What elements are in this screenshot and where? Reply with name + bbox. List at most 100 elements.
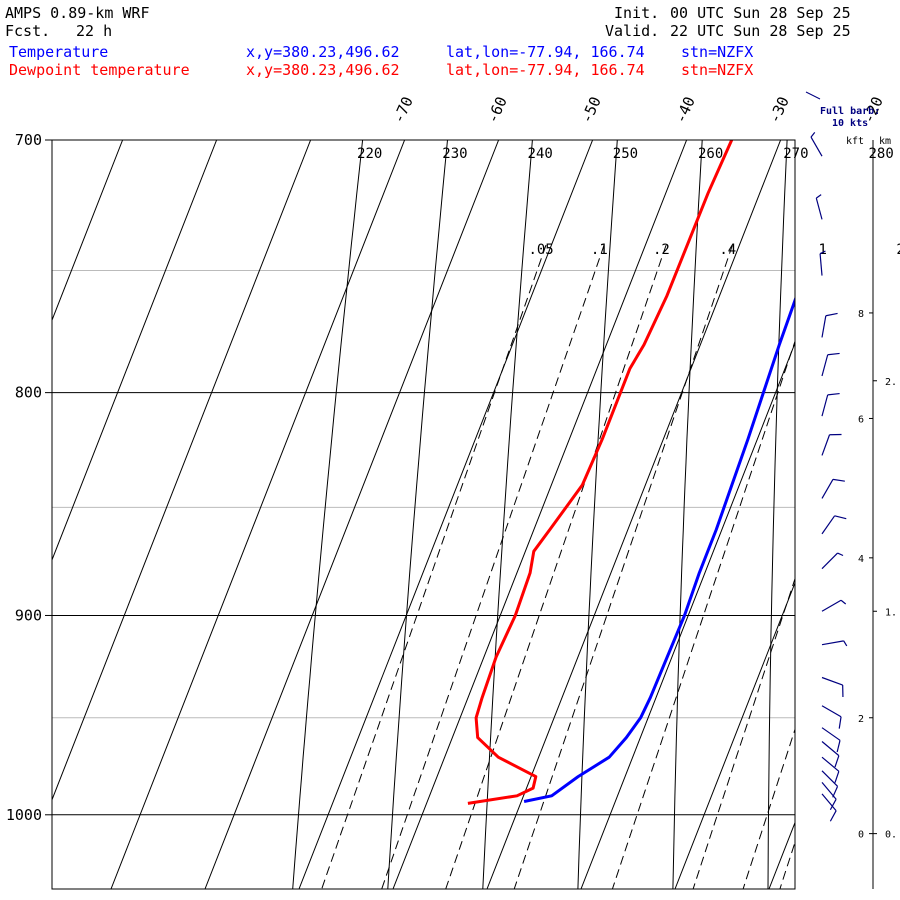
mixing-ratio-line xyxy=(742,727,795,889)
mixing-ratio-lines xyxy=(321,244,900,889)
wind-barb xyxy=(821,433,842,456)
wind-barb-flag xyxy=(838,716,842,729)
kft-tick-label: 8 xyxy=(858,309,864,320)
pressure-tick-label-700: 700 xyxy=(15,131,42,149)
dry-adiabat-line xyxy=(387,140,448,889)
wind-barb-flag xyxy=(829,798,837,811)
mixing-ratio-line xyxy=(321,244,547,889)
wind-legend-barb xyxy=(805,91,821,100)
wind-barb-staff xyxy=(821,434,831,456)
isotherm-line xyxy=(0,140,29,889)
isotherm-line xyxy=(674,581,795,889)
wind-barb-staff xyxy=(821,727,841,741)
wind-barb-flag xyxy=(827,352,840,356)
temperature-station: stn=NZFX xyxy=(681,43,754,61)
wind-barb-flag xyxy=(810,132,816,138)
km-label: km xyxy=(879,136,891,147)
isotherm-line xyxy=(486,140,782,889)
wind-barb xyxy=(821,793,837,822)
init-label: Init. xyxy=(614,4,660,22)
wind-legend-line2: 10 kts xyxy=(832,118,868,129)
wind-barb-flag xyxy=(819,250,826,255)
pressure-tick-label-800: 800 xyxy=(15,384,42,402)
isotherm-label: -50 xyxy=(577,94,604,126)
isotherm-line xyxy=(52,140,312,802)
dry-adiabat-label: 270 xyxy=(783,146,808,162)
km-tick-label: 1. xyxy=(885,607,897,618)
wind-barb xyxy=(815,194,823,220)
wind-barb-flag xyxy=(840,599,847,605)
legend-temperature: Temperature xyxy=(9,43,109,61)
kft-label: kft xyxy=(846,136,864,147)
dry-adiabat-line xyxy=(862,140,872,889)
wind-barb-staff xyxy=(821,741,840,757)
wind-barb-staff xyxy=(821,315,827,338)
mixing-ratio-line xyxy=(381,244,605,889)
wind-barb-flag xyxy=(834,515,847,520)
wind-barb xyxy=(821,741,840,768)
km-tick-label: 0. xyxy=(885,830,897,841)
mixing-ratio-label: 2 xyxy=(896,242,900,258)
forecast-label: Fcst. xyxy=(5,22,51,40)
isotherm-line xyxy=(52,140,218,562)
wind-barb-flag xyxy=(829,810,837,822)
mixing-ratio-line xyxy=(834,245,900,889)
minor-isobars xyxy=(52,270,795,719)
wind-barb-flag xyxy=(827,392,840,396)
isotherm-line xyxy=(110,140,406,889)
mixing-ratio-line xyxy=(779,840,795,889)
isotherm-label: -30 xyxy=(765,94,792,126)
wind-barb xyxy=(821,515,847,535)
wind-legend-line1: Full barb: xyxy=(820,106,880,117)
valid-label: Valid. xyxy=(605,22,660,40)
isotherm-label: -40 xyxy=(671,94,698,126)
mixing-ratio-label: .4 xyxy=(719,242,736,258)
wind-barb xyxy=(821,756,840,783)
kft-tick-label: 0 xyxy=(858,830,864,841)
wind-barb-staff xyxy=(821,676,843,686)
isotherm-line xyxy=(298,140,594,889)
kft-tick-label: 4 xyxy=(858,554,864,565)
km-tick-label: 2. xyxy=(885,377,897,388)
wind-barb xyxy=(810,132,823,157)
isotherm-line xyxy=(52,140,124,322)
mixing-ratio-line xyxy=(692,577,795,889)
wind-barb xyxy=(821,676,844,698)
valid-time: 22 UTC Sun 28 Sep 25 xyxy=(670,22,851,40)
dry-adiabat-label: 220 xyxy=(357,146,382,162)
temperature-xy: x,y=380.23,496.62 xyxy=(246,43,400,61)
wind-barb-staff xyxy=(821,354,829,377)
isotherm-label: -70 xyxy=(389,94,416,126)
pressure-tick-label-1000: 1000 xyxy=(6,806,42,824)
mixing-ratio-line xyxy=(513,244,733,889)
temperature-profile xyxy=(523,295,795,803)
wind-barb-flag xyxy=(834,771,840,783)
mixing-ratio-label: .1 xyxy=(591,242,608,258)
wind-barb xyxy=(821,352,840,377)
mixing-ratio-label: .05 xyxy=(528,242,553,258)
temperature-latlon: lat,lon=-77.94, 166.74 xyxy=(446,43,645,61)
kft-tick-label: 6 xyxy=(858,414,864,425)
isotherm-label: -60 xyxy=(483,94,510,126)
isotherm-line xyxy=(580,341,795,889)
mixing-ratio-label: .2 xyxy=(653,242,670,258)
model-title: AMPS 0.89-km WRF xyxy=(5,4,150,22)
dewpoint-station: stn=NZFX xyxy=(681,61,754,79)
wind-barb xyxy=(821,392,840,417)
wind-barb-staff xyxy=(821,479,834,499)
wind-barb-staff xyxy=(819,253,823,276)
wind-barb xyxy=(821,312,838,338)
wind-barb xyxy=(821,640,848,647)
mixing-ratio-label: 1 xyxy=(818,242,826,258)
wind-barb xyxy=(821,781,837,811)
isotherm-line xyxy=(768,821,795,889)
forecast-hour: 22 h xyxy=(76,22,113,40)
plot-frame xyxy=(51,139,796,890)
dry-adiabat-line xyxy=(577,140,618,889)
dry-adiabat-label: 280 xyxy=(868,146,893,162)
wind-barb-staff xyxy=(821,770,838,787)
wind-barb-staff xyxy=(821,552,838,570)
wind-barb xyxy=(821,705,842,729)
profile-series xyxy=(467,140,795,805)
